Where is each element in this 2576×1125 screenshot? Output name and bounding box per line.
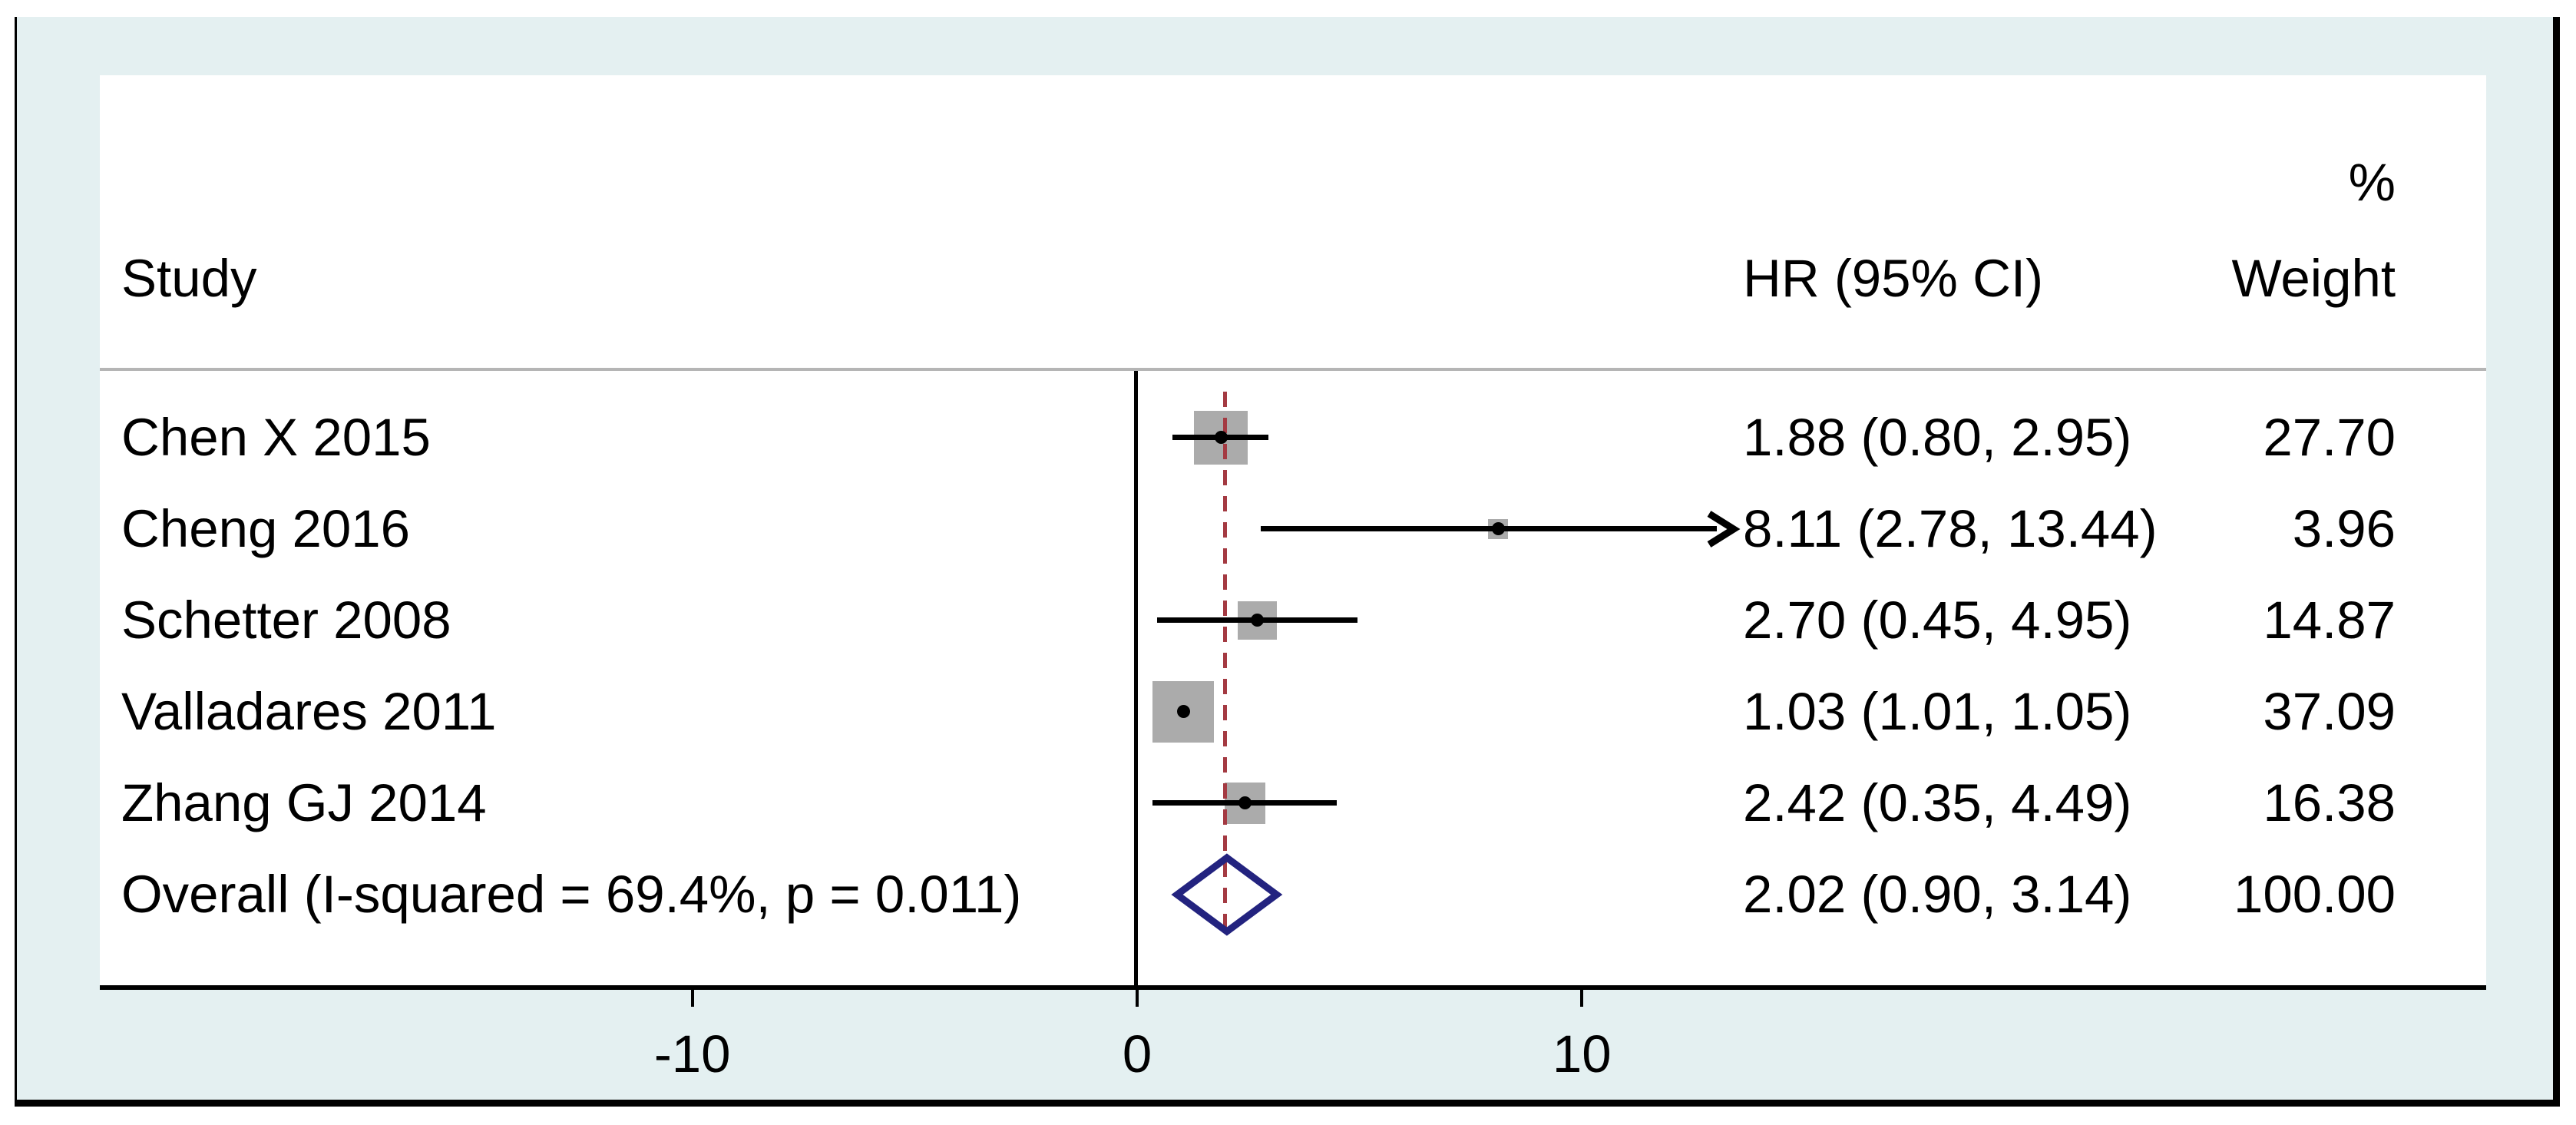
null-effect-line <box>1134 371 1138 985</box>
hr-value: 2.02 (0.90, 3.14) <box>1743 865 2132 924</box>
hr-value: 1.88 (0.80, 2.95) <box>1743 408 2132 467</box>
hr-column-header: HR (95% CI) <box>1743 249 2044 308</box>
weight-value: 3.96 <box>2292 499 2396 558</box>
plot-area <box>100 75 2486 990</box>
ci-line <box>1261 526 1717 531</box>
weight-value: 100.00 <box>2233 865 2396 924</box>
study-label: Zhang GJ 2014 <box>121 773 487 832</box>
percent-column-header: % <box>2348 153 2396 212</box>
overall-diamond-icon <box>1171 853 1283 936</box>
header-separator-line <box>100 368 2486 371</box>
hr-value: 2.42 (0.35, 4.49) <box>1743 773 2132 832</box>
point-estimate-dot <box>1176 705 1190 718</box>
hr-value: 8.11 (2.78, 13.44) <box>1743 499 2158 558</box>
x-axis-tick-mark <box>1580 990 1584 1007</box>
overall-label: Overall (I-squared = 69.4%, p = 0.011) <box>121 865 1022 924</box>
x-axis-tick-label: -10 <box>653 1024 731 1084</box>
overall-estimate-dashed-line <box>1223 392 1227 938</box>
study-column-header: Study <box>121 249 257 308</box>
arrow-right-icon <box>1707 511 1741 548</box>
hr-value: 1.03 (1.01, 1.05) <box>1743 682 2132 741</box>
point-estimate-dot <box>1238 796 1252 809</box>
study-label: Schetter 2008 <box>121 591 451 650</box>
x-axis-tick-mark <box>1136 990 1139 1007</box>
weight-value: 27.70 <box>2263 408 2396 467</box>
study-label: Chen X 2015 <box>121 408 431 467</box>
weight-value: 16.38 <box>2263 773 2396 832</box>
point-estimate-dot <box>1491 522 1505 535</box>
x-axis-tick-mark <box>690 990 694 1007</box>
point-estimate-dot <box>1251 614 1265 627</box>
point-estimate-dot <box>1214 431 1228 444</box>
weight-column-header: Weight <box>2231 249 2396 308</box>
weight-value: 37.09 <box>2263 682 2396 741</box>
x-axis-tick-label: 10 <box>1552 1024 1612 1084</box>
study-label: Valladares 2011 <box>121 682 497 741</box>
x-axis-tick-label: 0 <box>1122 1024 1152 1084</box>
weight-value: 14.87 <box>2263 591 2396 650</box>
hr-value: 2.70 (0.45, 4.95) <box>1743 591 2132 650</box>
study-label: Cheng 2016 <box>121 499 410 558</box>
